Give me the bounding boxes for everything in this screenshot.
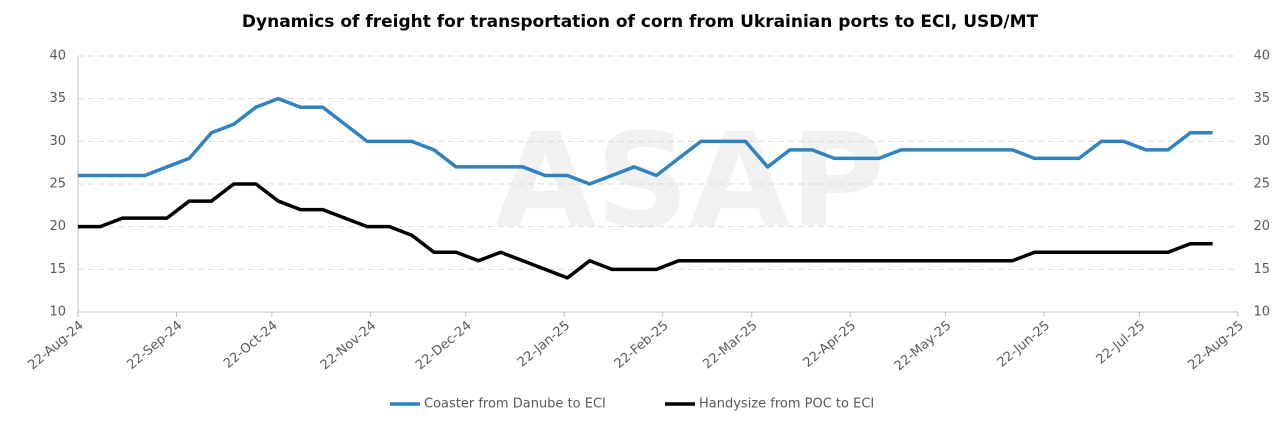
y-tick-label: 35 [49, 91, 66, 106]
y-tick-label: 40 [49, 49, 66, 64]
y-tick-label: 15 [49, 262, 66, 277]
y2-tick-label: 10 [1253, 305, 1270, 320]
watermark: ASAP [495, 105, 885, 257]
x-tick-label: 22-Jan-25 [515, 318, 573, 370]
y-tick-label: 10 [49, 305, 66, 320]
legend-label: Coaster from Danube to ECI [424, 397, 606, 412]
series-line [78, 96, 1213, 186]
chart-title: Dynamics of freight for transportation o… [242, 12, 1039, 32]
x-tick-label: 22-Dec-24 [413, 318, 474, 373]
x-tick-label: 22-Feb-25 [612, 318, 672, 372]
x-tick-label: 22-Nov-24 [318, 318, 379, 373]
x-tick-label: 22-May-25 [892, 318, 955, 374]
y-tick-label: 20 [49, 219, 66, 234]
x-tick-label: 22-Aug-24 [25, 318, 86, 373]
y-tick-label: 25 [49, 177, 66, 192]
x-tick-label: 22-Aug-25 [1185, 318, 1246, 373]
y2-tick-label: 20 [1253, 219, 1270, 234]
x-tick-label: 22-Jul-25 [1094, 318, 1149, 367]
y2-tick-label: 25 [1253, 177, 1270, 192]
x-tick-label: 22-Mar-25 [700, 318, 760, 372]
y2-tick-label: 15 [1253, 262, 1270, 277]
x-tick-label: 22-Sep-24 [124, 318, 185, 373]
x-tick-label: 22-Jun-25 [995, 318, 1053, 370]
x-tick-label: 22-Oct-24 [221, 318, 281, 371]
series-line [78, 182, 1213, 280]
y2-tick-label: 35 [1253, 91, 1270, 106]
x-tick-label: 22-Apr-25 [801, 318, 860, 371]
y2-tick-label: 30 [1253, 134, 1270, 149]
y-tick-label: 30 [49, 134, 66, 149]
y2-tick-label: 40 [1253, 49, 1270, 64]
legend-label: Handysize from POC to ECI [699, 397, 874, 412]
